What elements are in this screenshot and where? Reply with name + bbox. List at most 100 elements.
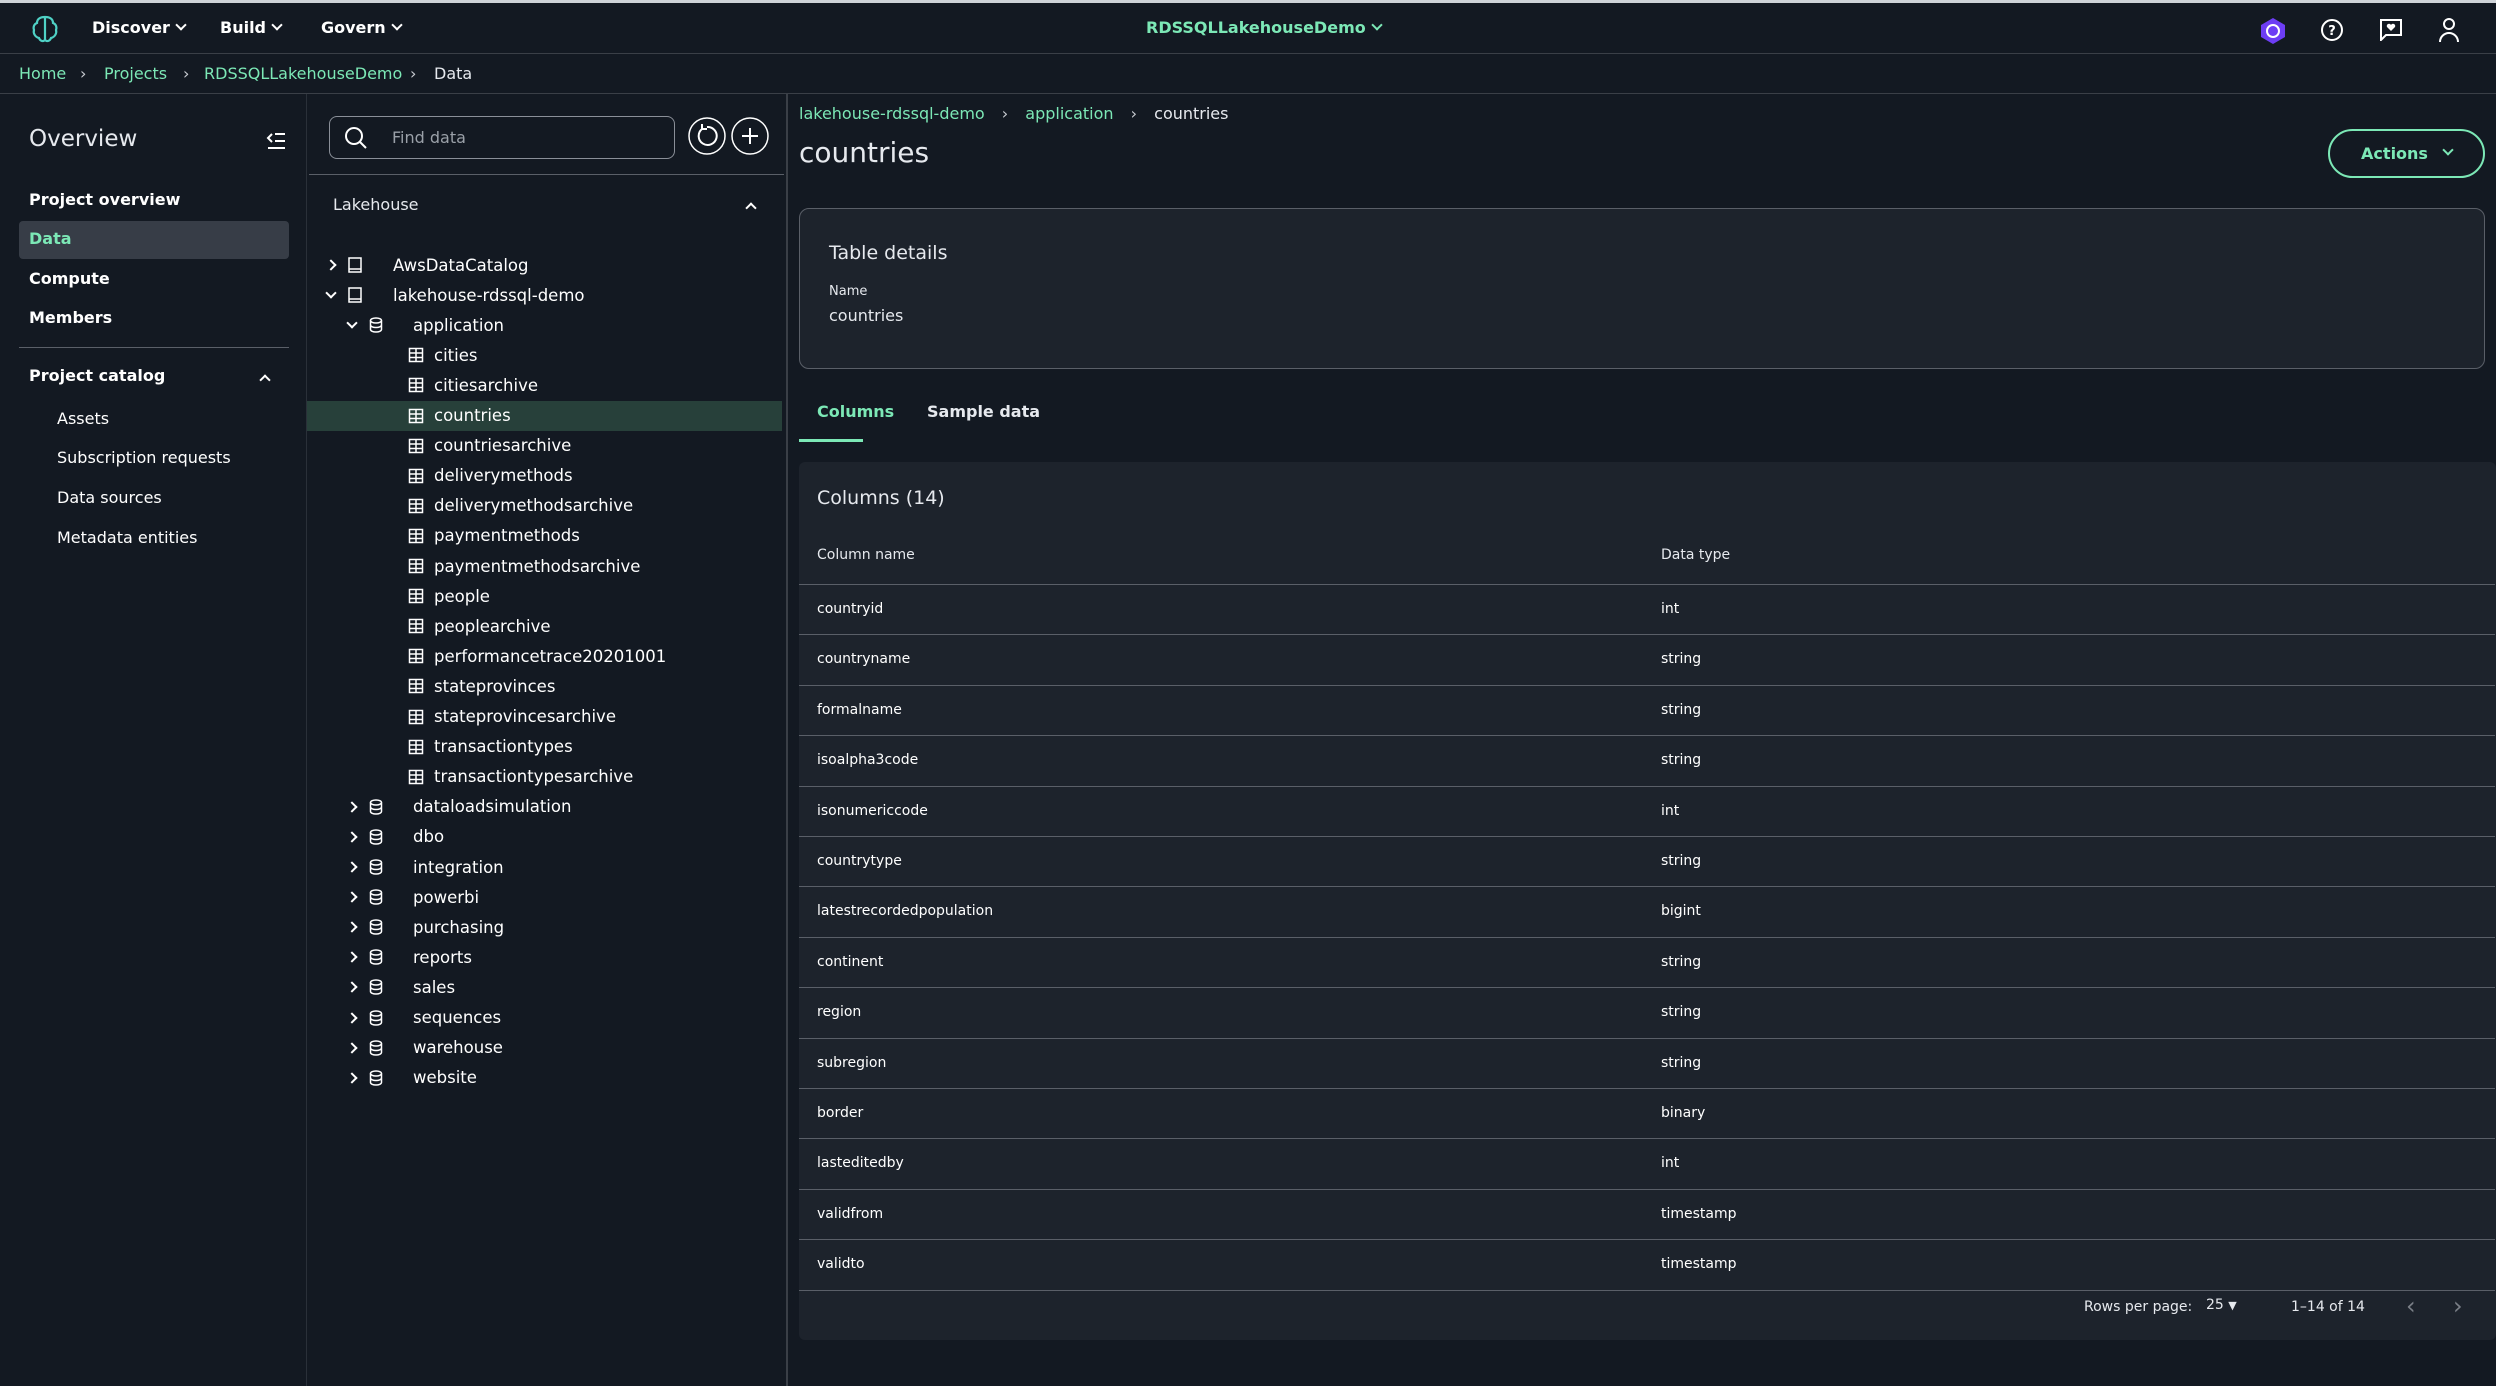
sidebar-item-metadata-entities[interactable]: Metadata entities [57,528,198,547]
divider [309,174,784,175]
chevron-right-icon: › [1001,104,1009,123]
tree-item-table[interactable]: transactiontypesarchive [307,762,782,792]
previous-page-icon[interactable]: ‹ [2406,1292,2416,1320]
table-icon [408,588,424,604]
tree-item-database[interactable]: reports [307,942,782,972]
tree-item-catalog[interactable]: AwsDataCatalog [307,250,782,280]
table-icon [408,378,424,393]
nav-govern[interactable]: Govern [321,18,403,37]
tree-item-label: paymentmethods [434,526,580,546]
column-header-name[interactable]: Column name [817,547,915,563]
data-type: string [1661,953,1702,970]
breadcrumb-projects[interactable]: Projects [104,64,168,83]
data-explorer: Find data Lakehouse AwsDataCatalog lakeho… [307,94,788,1386]
tree-item-database[interactable]: website [307,1063,782,1093]
breadcrumb: Home › Projects › RDSSQLLakehouseDemo › … [0,54,2496,94]
table-icon [408,468,424,483]
chevron-right-icon[interactable] [325,259,337,271]
sidebar-item-compute[interactable]: Compute [29,269,110,288]
tree-item-table[interactable]: citiesarchive [307,370,782,400]
tree-item-table[interactable]: transactiontypes [307,732,782,762]
sidebar-item-project-overview[interactable]: Project overview [29,190,181,209]
tree-item-table[interactable]: people [307,581,782,611]
app-logo-icon[interactable] [30,14,60,44]
actions-button[interactable]: Actions [2328,129,2485,178]
search-input[interactable]: Find data [329,116,675,159]
tree-item-label: integration [413,857,504,877]
chevron-right-icon[interactable] [346,981,358,994]
database-icon [369,979,383,996]
chevron-down-icon[interactable] [325,287,337,299]
chevron-right-icon[interactable] [346,831,358,843]
table-details-title: Table details [829,242,948,264]
tree-item-catalog[interactable]: lakehouse-rdssql-demo [307,280,782,310]
tree-item-database[interactable]: sequences [307,1003,782,1033]
table-row: countrytype string [799,836,2495,886]
collapse-sidebar-icon[interactable] [266,132,286,150]
tab-columns[interactable]: Columns [817,402,895,421]
rows-per-page-select[interactable]: 25 ▼ [2206,1297,2237,1313]
add-icon[interactable] [730,116,770,156]
tree-item-label: warehouse [413,1038,503,1058]
breadcrumb-database[interactable]: application [1025,104,1114,123]
chevron-right-icon[interactable] [346,1011,358,1024]
tree-item-table[interactable]: stateprovinces [307,671,782,701]
data-type: string [1661,1004,1702,1021]
tree-item-label: AwsDataCatalog [393,255,529,275]
divider [19,347,289,348]
column-header-type[interactable]: Data type [1661,547,1731,563]
tree-item-table[interactable]: stateprovincesarchive [307,702,782,732]
sidebar-item-subscription-requests[interactable]: Subscription requests [57,448,231,467]
tree-item-table[interactable]: countriesarchive [307,431,782,461]
chevron-down-icon[interactable] [346,317,358,329]
table-row: continent string [799,936,2495,987]
chevron-right-icon[interactable] [346,1072,358,1084]
tree-item-database[interactable]: dbo [307,822,782,852]
chevron-right-icon[interactable] [346,1041,358,1054]
user-icon[interactable] [2438,17,2460,43]
tree-item-table[interactable]: paymentmethodsarchive [307,551,782,581]
tree-item-table[interactable]: countries [307,400,782,431]
tree-item-database[interactable]: sales [307,972,782,1002]
nav-build[interactable]: Build [220,18,283,37]
feedback-icon[interactable] [2380,19,2402,41]
help-icon[interactable]: ? [2320,18,2344,42]
tree-item-table[interactable]: performancetrace20201001 [307,641,782,671]
tree-item-database[interactable]: purchasing [307,912,782,942]
amazon-q-icon[interactable] [2260,17,2286,45]
actions-label: Actions [2361,144,2428,163]
project-selector[interactable]: RDSSQLLakehouseDemo [1146,18,1383,37]
chevron-right-icon[interactable] [346,861,358,873]
tree-item-table[interactable]: cities [307,340,782,370]
next-page-icon[interactable]: › [2453,1292,2463,1320]
lakehouse-section-header[interactable]: Lakehouse [333,195,419,214]
tree-item-database[interactable]: application [307,310,782,340]
project-catalog-header[interactable]: Project catalog [29,366,166,385]
tree-item-database[interactable]: dataloadsimulation [307,792,782,822]
tree-item-database[interactable]: warehouse [307,1033,782,1063]
chevron-up-icon[interactable] [259,374,271,386]
tree-item-table[interactable]: deliverymethodsarchive [307,491,782,521]
breadcrumb-project[interactable]: RDSSQLLakehouseDemo [204,64,403,83]
chevron-right-icon[interactable] [346,951,358,963]
column-name: subregion [817,1054,887,1071]
tree-item-database[interactable]: powerbi [307,882,782,912]
tree-item-table[interactable]: paymentmethods [307,521,782,551]
breadcrumb-home[interactable]: Home [19,64,67,83]
tab-sample-data[interactable]: Sample data [927,402,1041,421]
tree-item-table[interactable]: deliverymethods [307,461,782,491]
sidebar-item-data-sources[interactable]: Data sources [57,488,162,507]
chevron-right-icon[interactable] [346,801,358,813]
tree-item-database[interactable]: integration [307,852,782,882]
column-name: validfrom [817,1205,884,1222]
breadcrumb-catalog[interactable]: lakehouse-rdssql-demo [799,104,985,123]
tree-item-table[interactable]: peoplearchive [307,611,782,641]
nav-discover[interactable]: Discover [92,18,187,37]
sidebar-item-assets[interactable]: Assets [57,409,110,428]
chevron-up-icon[interactable] [745,202,757,214]
chevron-right-icon[interactable] [346,921,358,933]
chevron-right-icon[interactable] [346,891,358,903]
sidebar-item-members[interactable]: Members [29,308,113,327]
sidebar-item-data[interactable] [19,221,289,259]
refresh-icon[interactable] [687,116,727,156]
